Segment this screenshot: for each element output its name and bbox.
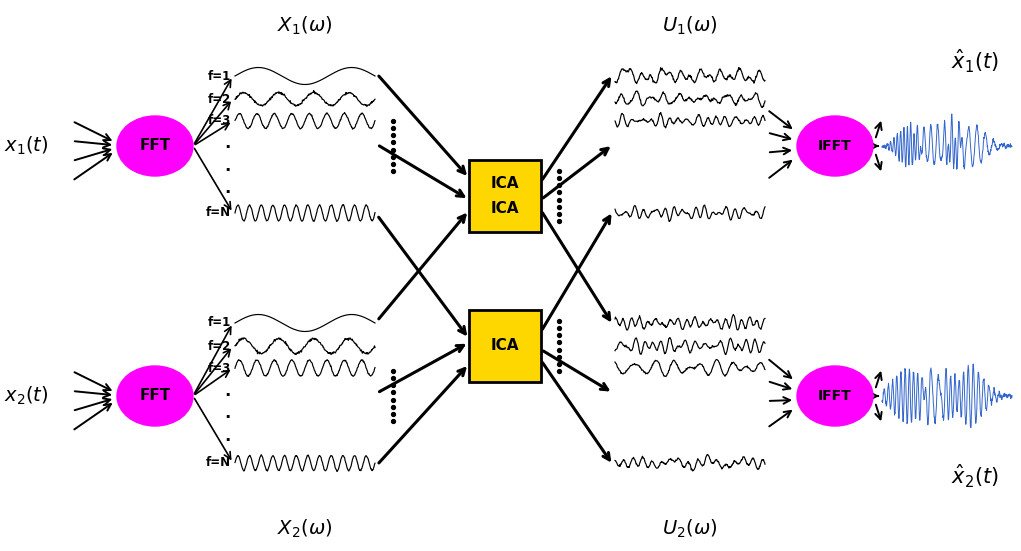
Text: ICA: ICA — [491, 202, 520, 217]
Text: ICA: ICA — [491, 176, 520, 191]
FancyBboxPatch shape — [469, 160, 541, 232]
Text: $\hat{x}_1(t)$: $\hat{x}_1(t)$ — [952, 47, 999, 74]
Text: IFFT: IFFT — [818, 139, 852, 153]
Text: $U_1(\omega)$: $U_1(\omega)$ — [663, 15, 718, 37]
Text: f=3: f=3 — [207, 361, 231, 375]
Text: $X_1(\omega)$: $X_1(\omega)$ — [278, 15, 333, 37]
Ellipse shape — [117, 116, 193, 176]
Text: f=N: f=N — [206, 207, 231, 219]
Text: f=N: f=N — [206, 456, 231, 469]
Text: .: . — [225, 427, 231, 445]
Ellipse shape — [797, 116, 873, 176]
Text: .: . — [225, 179, 231, 197]
Text: .: . — [225, 134, 231, 152]
Text: f=2: f=2 — [207, 93, 231, 105]
Text: .: . — [225, 382, 231, 400]
Text: $X_2(\omega)$: $X_2(\omega)$ — [278, 518, 333, 540]
Text: .: . — [225, 404, 231, 422]
Text: FFT: FFT — [140, 138, 171, 154]
Text: ICA: ICA — [491, 338, 520, 354]
Text: $\hat{x}_2(t)$: $\hat{x}_2(t)$ — [952, 462, 999, 490]
Text: $x_2(t)$: $x_2(t)$ — [4, 385, 48, 407]
Text: $x_1(t)$: $x_1(t)$ — [4, 135, 48, 157]
Text: f=2: f=2 — [207, 339, 231, 353]
Text: f=1: f=1 — [207, 316, 231, 329]
Text: f=1: f=1 — [207, 69, 231, 83]
Text: FFT: FFT — [140, 388, 171, 403]
Text: IFFT: IFFT — [818, 389, 852, 403]
Text: .: . — [225, 157, 231, 175]
Text: f=3: f=3 — [207, 115, 231, 127]
FancyBboxPatch shape — [469, 310, 541, 382]
Ellipse shape — [117, 366, 193, 426]
Ellipse shape — [797, 366, 873, 426]
Text: $U_2(\omega)$: $U_2(\omega)$ — [663, 518, 718, 540]
